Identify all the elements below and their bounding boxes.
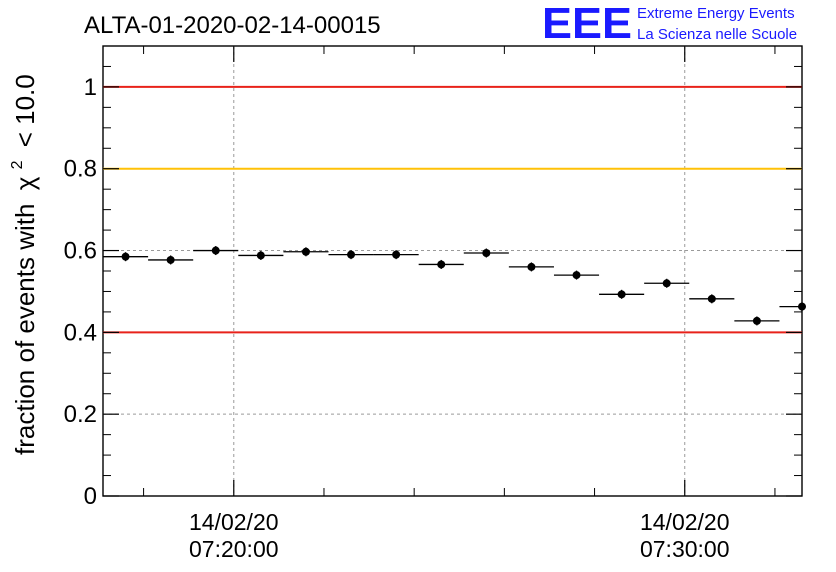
y-tick-label: 1: [84, 74, 97, 101]
data-point: [752, 316, 761, 325]
data-point: [572, 271, 581, 280]
data-point: [662, 279, 671, 288]
y-tick-label: 0: [84, 483, 97, 510]
data-point: [482, 249, 491, 257]
data-point: [707, 294, 716, 303]
plot-frame: [102, 45, 803, 497]
reference-lines: [103, 85, 802, 334]
data-point: [211, 246, 220, 255]
data-point: [347, 250, 356, 259]
y-axis-label-chi: χ: [10, 176, 40, 190]
data-series: [103, 246, 806, 326]
data-point: [437, 260, 446, 269]
x-tick-label-date: 14/02/20: [189, 509, 279, 535]
x-tick-label-time: 07:20:00: [189, 536, 279, 562]
data-point: [527, 262, 536, 271]
x-tick-label-time: 07:30:00: [640, 536, 730, 562]
logo-line-2: La Scienza nelle Scuole: [637, 26, 797, 43]
y-axis-label-suffix: < 10.0: [10, 74, 40, 147]
chart-title: ALTA-01-2020-02-14-00015: [84, 12, 381, 39]
data-point: [166, 255, 175, 264]
y-axis-label: fraction of events with χ 2 < 10.0: [0, 74, 40, 455]
logo-letters: EEE: [542, 0, 632, 48]
logo-line-1: Extreme Energy Events: [637, 5, 795, 22]
y-axis-label-prefix: fraction of events with: [10, 204, 40, 455]
y-tick-label: 0.8: [64, 156, 97, 183]
data-point: [798, 302, 806, 311]
y-tick-label: 0.2: [64, 401, 97, 428]
data-point: [392, 250, 401, 259]
y-tick-label: 0.6: [64, 238, 97, 265]
grid-layer: [103, 46, 802, 496]
data-point: [256, 251, 265, 260]
axes: 00.20.40.60.8114/02/2007:20:0014/02/2007…: [64, 46, 802, 562]
data-point: [121, 252, 130, 261]
x-tick-label-date: 14/02/20: [640, 509, 730, 535]
y-axis-label-sup: 2: [9, 160, 26, 169]
data-point: [617, 290, 626, 299]
eee-logo: EEE Extreme Energy Events La Scienza nel…: [542, 0, 797, 48]
svg-text:fraction of events with: fraction of events with χ 2 < 10.0: [0, 74, 40, 455]
y-tick-label: 0.4: [64, 319, 97, 346]
data-point: [301, 247, 310, 256]
